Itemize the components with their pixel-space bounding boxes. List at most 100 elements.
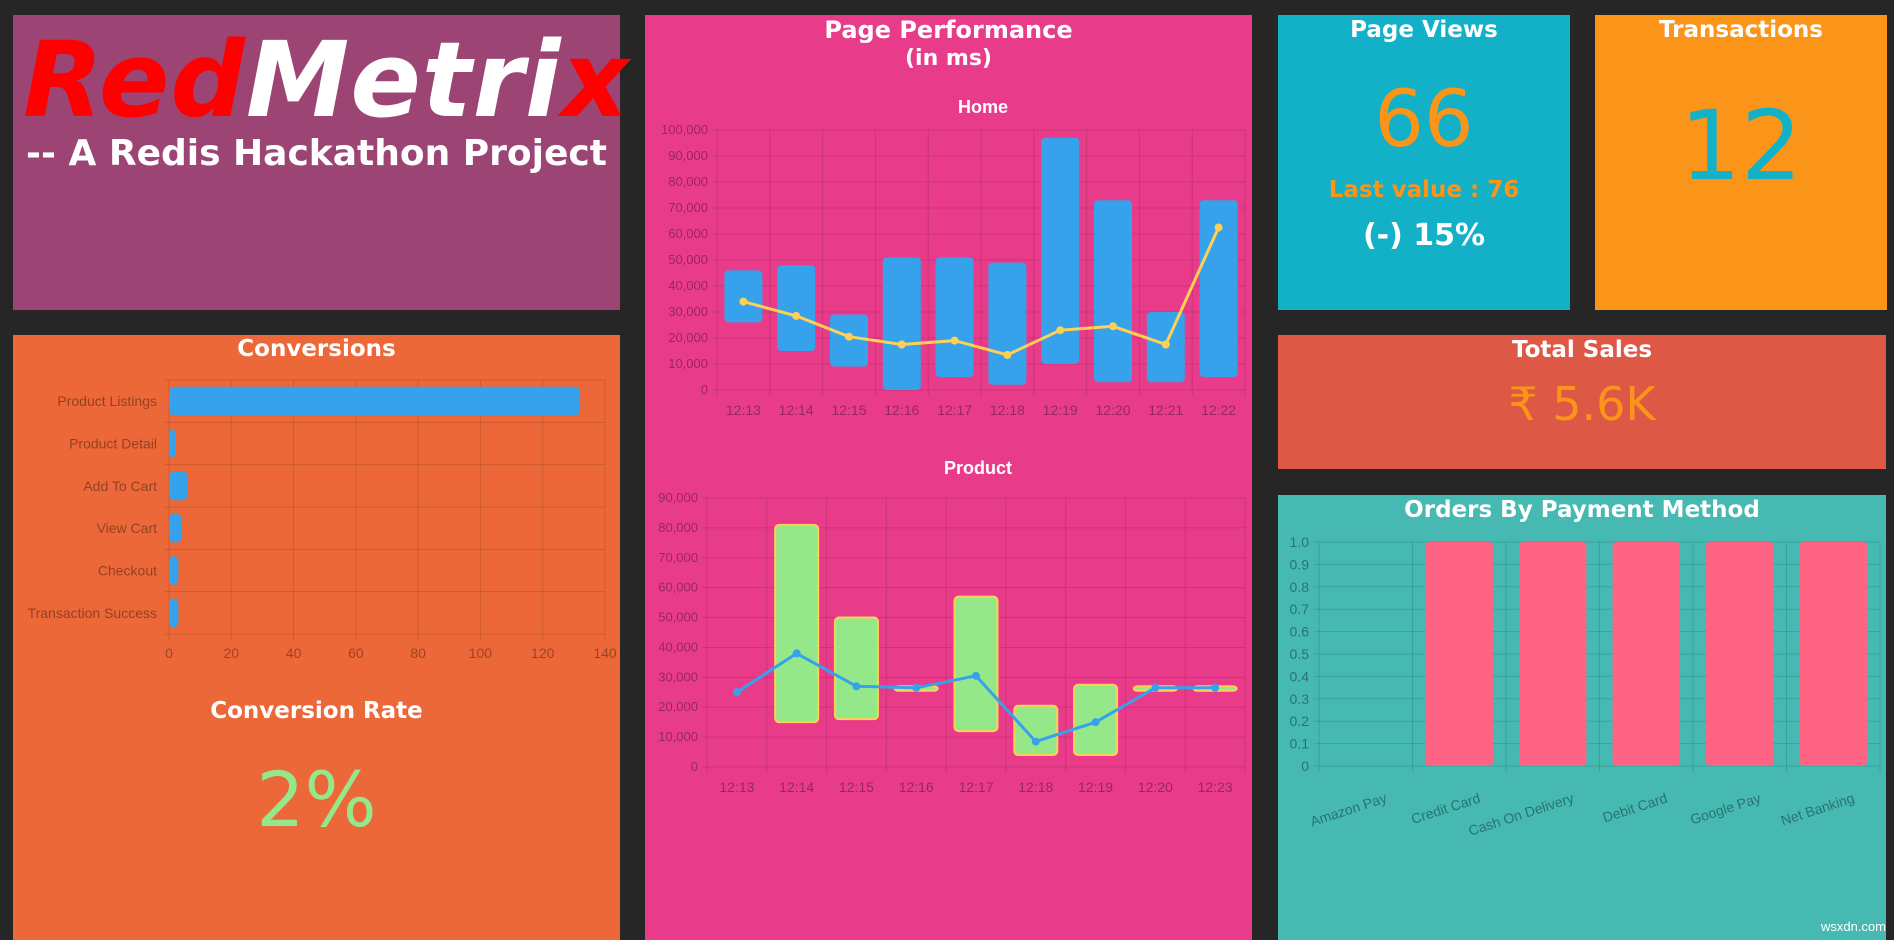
line-point xyxy=(1056,326,1065,335)
x-tick-label: Net Banking xyxy=(1779,790,1856,829)
y-tick-label: 50,000 xyxy=(668,252,708,267)
bar xyxy=(1093,200,1133,383)
product-chart: Product 0 10,000 20,000 30,000 40,000 50,000 60… xyxy=(658,458,1246,795)
x-tick-label: 140 xyxy=(593,645,617,661)
line-point xyxy=(897,340,906,349)
x-tick-label: 12:16 xyxy=(899,779,934,795)
y-tick-label: Transaction Success xyxy=(28,605,157,621)
y-tick-label: View Cart xyxy=(97,520,158,536)
bar xyxy=(777,265,816,351)
bar xyxy=(1612,542,1680,766)
bar xyxy=(774,523,820,724)
x-tick-label: 12:22 xyxy=(1201,402,1236,418)
line-point xyxy=(792,649,801,658)
page-views-panel: Page Views 66 Last value : 76 (-) 15% xyxy=(1278,15,1570,310)
x-tick-label: Cash On Delivery xyxy=(1466,790,1575,839)
line-point xyxy=(1214,223,1223,232)
total-sales-title: Total Sales xyxy=(1511,337,1653,363)
x-tick-label: 12:15 xyxy=(839,779,874,795)
y-tick-label: 0.7 xyxy=(1290,601,1310,617)
y-tick-label: 40,000 xyxy=(668,278,708,293)
conversions-title: Conversions xyxy=(237,336,396,362)
y-tick-label: 60,000 xyxy=(668,226,708,241)
x-tick-label: 12:20 xyxy=(1138,779,1173,795)
conversion-rate-value: 2% xyxy=(256,755,377,844)
x-tick-label: 80 xyxy=(410,645,426,661)
home-chart: Home 0 10,000 20,000 30,000 40,000 50,000 60,00… xyxy=(661,97,1246,418)
x-tick-label: Google Pay xyxy=(1688,790,1763,828)
page-views-change: (-) 15% xyxy=(1362,218,1486,253)
transactions-title: Transactions xyxy=(1659,17,1823,43)
logo-panel: RedMetrix -- A Redis Hackathon Project xyxy=(13,15,629,310)
y-tick-label: 10,000 xyxy=(658,729,698,744)
payment-chart: 0 0.1 0.2 0.3 0.4 0.5 0.6 0.7 0.8 0.9 1.0 Amazon Pa… xyxy=(1290,534,1881,839)
logo-red-suffix: x xyxy=(561,19,630,141)
y-tick-label: 90,000 xyxy=(668,148,708,163)
transactions-value: 12 xyxy=(1679,90,1803,202)
y-tick-label: 0.1 xyxy=(1290,736,1310,752)
total-sales-value: ₹ 5.6K xyxy=(1508,377,1656,431)
chart-title: Product xyxy=(944,458,1012,478)
page-views-title: Page Views xyxy=(1350,17,1498,43)
x-tick-label: 40 xyxy=(286,645,302,661)
y-tick-label: 0.6 xyxy=(1290,624,1310,640)
x-tick-label: 120 xyxy=(531,645,555,661)
bar xyxy=(935,257,974,377)
bar xyxy=(1706,542,1774,766)
x-tick-label: 12:19 xyxy=(1078,779,1113,795)
x-tick-label: 12:17 xyxy=(937,402,972,418)
bar xyxy=(1519,542,1587,766)
orders-by-payment-title: Orders By Payment Method xyxy=(1404,497,1760,523)
x-tick-label: 12:18 xyxy=(1018,779,1053,795)
series-line xyxy=(743,226,1220,357)
bar xyxy=(169,429,176,458)
orders-by-payment-panel: Orders By Payment Method 0 0.1 0.2 0.3 0.4 0.… xyxy=(1278,495,1886,940)
x-tick-label: 12:15 xyxy=(831,402,866,418)
total-sales-panel: Total Sales ₹ 5.6K xyxy=(1278,335,1886,469)
y-tick-label: 40,000 xyxy=(658,639,698,654)
y-tick-label: 20,000 xyxy=(658,699,698,714)
line-point xyxy=(845,332,853,341)
y-tick-label: 60,000 xyxy=(658,580,698,595)
y-tick-label: 0 xyxy=(691,759,698,774)
x-tick-label: 12:16 xyxy=(884,402,919,418)
y-tick-label: 1.0 xyxy=(1290,534,1310,550)
bar xyxy=(1199,200,1238,377)
x-tick-label: 60 xyxy=(348,645,364,661)
conversions-panel: Conversions 0 20 40 60 80 100 120 140 Product Li… xyxy=(13,335,620,940)
y-tick-label: 0.9 xyxy=(1290,556,1310,572)
line-point xyxy=(852,682,861,691)
x-tick-label: 12:19 xyxy=(1043,402,1078,418)
y-tick-label: 50,000 xyxy=(658,610,698,625)
conversions-chart: 0 20 40 60 80 100 120 140 Product Listings Produc… xyxy=(28,379,617,661)
y-tick-label: 30,000 xyxy=(658,669,698,684)
bar xyxy=(169,513,182,543)
y-tick-label: 0 xyxy=(701,382,708,397)
bar xyxy=(882,257,921,390)
x-tick-label: 12:13 xyxy=(726,402,761,418)
redmetrix-logo: RedMetrix xyxy=(23,25,629,135)
x-tick-label: 12:18 xyxy=(990,402,1025,418)
logo-red-part: Red xyxy=(23,19,246,141)
x-tick-label: 20 xyxy=(223,645,239,661)
x-tick-label: 12:21 xyxy=(1148,402,1183,418)
y-tick-label: 0.2 xyxy=(1290,713,1310,729)
bar xyxy=(833,616,879,721)
bar xyxy=(1425,542,1493,766)
conversion-rate-title: Conversion Rate xyxy=(210,698,423,724)
page-performance-title: Page Performance xyxy=(824,16,1073,44)
logo-white-part: Metri xyxy=(245,19,562,141)
y-tick-label: 70,000 xyxy=(668,200,708,215)
bar xyxy=(169,386,581,416)
line-point xyxy=(792,311,801,320)
y-tick-label: 20,000 xyxy=(668,330,708,345)
x-tick-label: Amazon Pay xyxy=(1308,790,1388,830)
line-point xyxy=(739,297,748,306)
line-point xyxy=(972,671,980,680)
y-tick-label: 10,000 xyxy=(668,356,708,371)
bar xyxy=(953,595,999,733)
x-tick-label: 12:14 xyxy=(779,402,814,418)
bar xyxy=(988,262,1027,385)
line-point xyxy=(732,688,741,697)
line-point xyxy=(1109,322,1117,331)
